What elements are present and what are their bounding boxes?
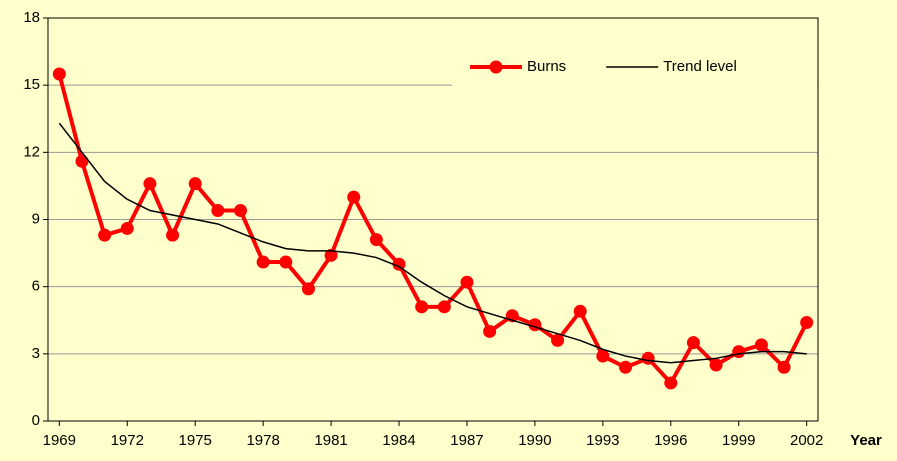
marker <box>75 154 89 168</box>
series-line <box>57 73 809 387</box>
marker <box>573 304 587 318</box>
marker <box>52 67 66 81</box>
y-tick-label: 3 <box>32 345 40 362</box>
marker <box>528 318 542 332</box>
x-tick-label: 1984 <box>382 432 415 449</box>
marker <box>98 228 112 242</box>
marker <box>777 360 791 374</box>
x-tick-label: 1981 <box>314 432 347 449</box>
marker <box>211 204 225 218</box>
x-tick-label: 1993 <box>586 432 619 449</box>
x-tick-label: 1996 <box>654 432 687 449</box>
marker <box>664 376 678 390</box>
marker <box>686 336 700 350</box>
marker <box>347 190 361 204</box>
y-tick-label: 9 <box>32 210 40 227</box>
x-axis-label: Year <box>850 432 882 449</box>
marker <box>188 177 202 191</box>
x-tick-label: 1975 <box>179 432 212 449</box>
marker <box>234 204 247 218</box>
marker <box>800 315 814 329</box>
marker <box>324 248 338 262</box>
marker <box>415 300 429 314</box>
marker <box>437 300 451 314</box>
y-tick-label: 6 <box>32 278 40 295</box>
marker <box>256 255 270 269</box>
x-tick-label: 1978 <box>246 432 279 449</box>
marker <box>120 221 134 235</box>
y-tick-label: 15 <box>23 76 40 93</box>
y-tick-label: 12 <box>23 143 40 160</box>
x-tick-label: 1969 <box>43 432 76 449</box>
marker <box>301 282 315 296</box>
marker <box>754 338 768 352</box>
marker <box>551 333 565 347</box>
y-tick-label: 18 <box>23 9 40 26</box>
x-tick-label: 1999 <box>722 432 755 449</box>
y-tick-label: 0 <box>32 412 40 429</box>
marker <box>483 324 497 338</box>
marker <box>596 349 610 363</box>
legend-label: Trend level <box>663 58 737 75</box>
marker <box>166 228 180 242</box>
x-tick-label: 1972 <box>111 432 144 449</box>
legend-marker <box>489 60 503 74</box>
series-line <box>58 122 807 364</box>
marker <box>619 360 632 374</box>
legend: Burns Trend level <box>452 40 817 94</box>
marker <box>641 351 655 365</box>
x-tick-label: 1987 <box>450 432 483 449</box>
marker <box>369 233 383 247</box>
marker <box>732 345 746 359</box>
marker <box>460 275 474 289</box>
legend-label: Burns <box>527 58 566 75</box>
x-tick-label: 2002 <box>790 432 823 449</box>
marker <box>143 177 157 191</box>
marker <box>279 255 293 269</box>
x-tick-label: 1990 <box>518 432 551 449</box>
marker <box>709 358 723 372</box>
marker <box>392 257 406 271</box>
